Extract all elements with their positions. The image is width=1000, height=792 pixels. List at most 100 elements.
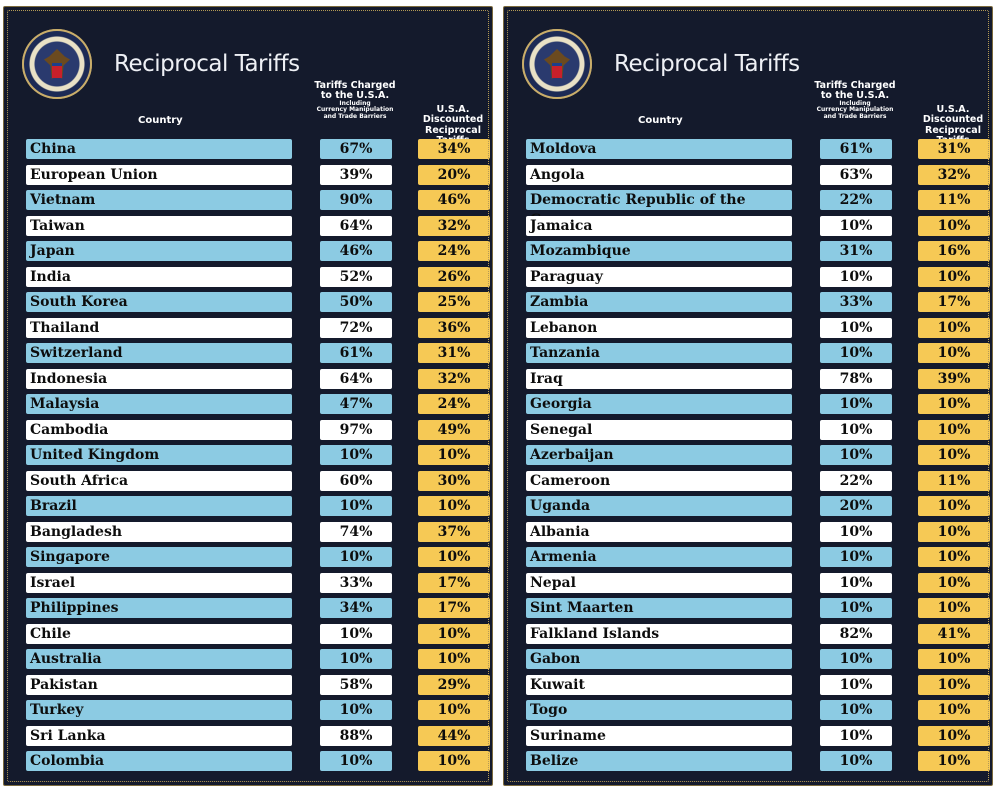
charged-tariff-cell: 10%: [320, 496, 392, 516]
table-row: Jamaica 10% 10%: [504, 215, 994, 236]
reciprocal-tariff-cell: 39%: [918, 368, 990, 389]
reciprocal-tariff-cell: 10%: [918, 496, 990, 516]
reciprocal-tariff-cell: 32%: [918, 164, 990, 185]
table-row: China 67% 34%: [4, 139, 494, 159]
table-row: Togo 10% 10%: [504, 700, 994, 720]
table-row: Chile 10% 10%: [4, 623, 494, 644]
presidential-seal-icon: [22, 29, 92, 99]
reciprocal-tariff-cell: 10%: [418, 445, 490, 465]
reciprocal-tariff-cell: 44%: [418, 725, 490, 746]
table-row: Switzerland 61% 31%: [4, 343, 494, 363]
country-cell: Togo: [526, 700, 792, 720]
country-cell: Australia: [26, 649, 292, 669]
reciprocal-tariff-cell: 10%: [918, 343, 990, 363]
country-cell: Pakistan: [26, 674, 292, 695]
country-cell: Falkland Islands: [526, 623, 792, 644]
table-row: Australia 10% 10%: [4, 649, 494, 669]
country-cell: Vietnam: [26, 190, 292, 210]
charged-tariff-cell: 10%: [320, 649, 392, 669]
country-cell: Senegal: [526, 419, 792, 440]
country-cell: Democratic Republic of the Congo: [526, 190, 792, 228]
charged-tariff-cell: 90%: [320, 190, 392, 210]
reciprocal-tariff-cell: 11%: [918, 470, 990, 491]
table-row: Georgia 10% 10%: [504, 394, 994, 414]
table-row: Azerbaijan 10% 10%: [504, 445, 994, 465]
charged-tariff-cell: 10%: [820, 751, 892, 771]
reciprocal-tariff-cell: 17%: [418, 598, 490, 618]
country-cell: Israel: [26, 572, 292, 593]
charged-tariff-cell: 34%: [320, 598, 392, 618]
table-row: Sri Lanka 88% 44%: [4, 725, 494, 746]
country-cell: Jamaica: [526, 215, 792, 236]
table-row: Albania 10% 10%: [504, 521, 994, 542]
table-row: Indonesia 64% 32%: [4, 368, 494, 389]
reciprocal-tariff-cell: 29%: [418, 674, 490, 695]
table-row: Democratic Republic of the Congo 22% 11%: [504, 190, 994, 228]
country-cell: Kuwait: [526, 674, 792, 695]
table-row: Pakistan 58% 29%: [4, 674, 494, 695]
charged-tariff-cell: 52%: [320, 266, 392, 287]
reciprocal-tariff-cell: 30%: [418, 470, 490, 491]
table-row: Nepal 10% 10%: [504, 572, 994, 593]
reciprocal-tariff-cell: 32%: [418, 215, 490, 236]
country-cell: Thailand: [26, 317, 292, 338]
reciprocal-tariff-cell: 31%: [418, 343, 490, 363]
charged-header-line2: to the U.S.A.: [320, 89, 390, 101]
table-row: Japan 46% 24%: [4, 241, 494, 261]
table-row: Gabon 10% 10%: [504, 649, 994, 669]
reciprocal-tariff-cell: 24%: [418, 394, 490, 414]
country-cell: India: [26, 266, 292, 287]
charged-tariff-cell: 88%: [320, 725, 392, 746]
reciprocal-tariff-cell: 10%: [918, 445, 990, 465]
charged-tariff-cell: 63%: [820, 164, 892, 185]
table-row: Israel 33% 17%: [4, 572, 494, 593]
presidential-seal-icon: [522, 29, 592, 99]
country-cell: Suriname: [526, 725, 792, 746]
charged-tariff-cell: 39%: [320, 164, 392, 185]
reciprocal-tariff-cell: 46%: [418, 190, 490, 210]
charged-tariff-cell: 10%: [820, 394, 892, 414]
table-row: Falkland Islands 82% 41%: [504, 623, 994, 644]
charged-tariff-cell: 50%: [320, 292, 392, 312]
reciprocal-tariff-cell: 10%: [418, 649, 490, 669]
reciprocal-tariff-cell: 10%: [418, 700, 490, 720]
country-cell: Albania: [526, 521, 792, 542]
reciprocal-tariff-cell: 41%: [918, 623, 990, 644]
charged-tariff-cell: 10%: [320, 700, 392, 720]
reciprocal-tariff-cell: 10%: [918, 572, 990, 593]
table-row: Belize 10% 10%: [504, 751, 994, 771]
charged-tariff-cell: 78%: [820, 368, 892, 389]
charged-tariff-cell: 10%: [820, 419, 892, 440]
country-cell: South Korea: [26, 292, 292, 312]
charged-column-header: Tariffs Charged to the U.S.A. Including …: [310, 81, 400, 120]
charged-tariff-cell: 10%: [820, 317, 892, 338]
charged-tariff-cell: 10%: [820, 547, 892, 567]
country-cell: Turkey: [26, 700, 292, 720]
charged-tariff-cell: 10%: [820, 700, 892, 720]
country-cell: China: [26, 139, 292, 159]
reciprocal-tariff-cell: 31%: [918, 139, 990, 159]
country-column-header: Country: [638, 115, 683, 126]
table-row: Suriname 10% 10%: [504, 725, 994, 746]
charged-tariff-cell: 58%: [320, 674, 392, 695]
country-cell: Cameroon: [526, 470, 792, 491]
country-cell: Armenia: [526, 547, 792, 567]
reciprocal-tariff-cell: 10%: [918, 521, 990, 542]
country-cell: Taiwan: [26, 215, 292, 236]
country-cell: Azerbaijan: [526, 445, 792, 465]
charged-header-line1: Tariffs Charged: [314, 80, 396, 91]
reciprocal-tariff-cell: 17%: [918, 292, 990, 312]
table-row: South Korea 50% 25%: [4, 292, 494, 312]
country-cell: Chile: [26, 623, 292, 644]
country-cell: Gabon: [526, 649, 792, 669]
charged-header-line1: Tariffs Charged: [814, 80, 896, 91]
recip-header-line1: U.S.A. Discounted: [422, 104, 484, 126]
reciprocal-tariff-cell: 10%: [918, 547, 990, 567]
table-row: Cameroon 22% 11%: [504, 470, 994, 491]
charged-tariff-cell: 31%: [820, 241, 892, 261]
country-cell: Philippines: [26, 598, 292, 618]
reciprocal-tariff-cell: 32%: [418, 368, 490, 389]
country-cell: Malaysia: [26, 394, 292, 414]
reciprocal-tariff-cell: 10%: [418, 751, 490, 771]
charged-tariff-cell: 33%: [820, 292, 892, 312]
